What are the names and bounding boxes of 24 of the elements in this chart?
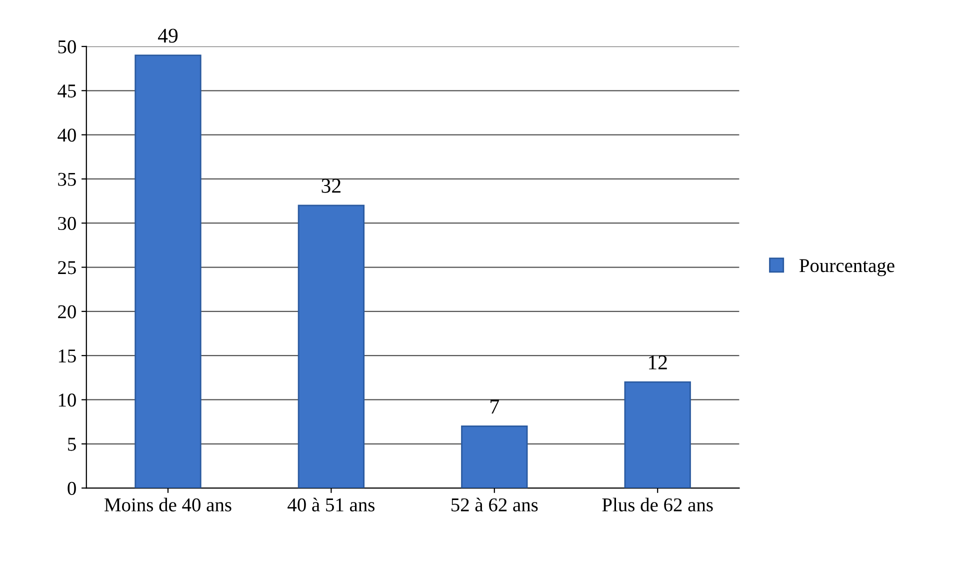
bar	[624, 381, 691, 488]
x-tick-label: Plus de 62 ans	[602, 498, 713, 512]
y-tick-label: 35	[58, 172, 76, 186]
y-tick-label: 45	[58, 84, 76, 98]
legend-label: Pourcentage	[799, 259, 894, 276]
data-label: 7	[490, 400, 500, 414]
y-tick-label: 20	[58, 305, 76, 318]
x-tick-label: Moins de 40 ans	[104, 498, 232, 512]
data-label: 32	[322, 178, 340, 193]
y-tick-label: 30	[58, 216, 76, 230]
y-tick-label: 0	[68, 482, 76, 495]
y-tick-label: 10	[58, 394, 76, 407]
data-label: 12	[649, 356, 667, 370]
bar	[134, 54, 202, 488]
y-tick-label: 5	[68, 438, 76, 451]
data-label: 49	[158, 28, 178, 43]
y-tick-label: 40	[58, 128, 76, 142]
bar	[461, 426, 528, 488]
y-tick-label: 50	[58, 40, 76, 54]
bar	[298, 204, 365, 488]
x-tick-label: 40 à 51 ans	[288, 498, 375, 512]
y-tick-label: 25	[58, 261, 76, 274]
x-tick-label: 52 à 62 ans	[452, 498, 538, 512]
y-tick-label: 15	[58, 349, 76, 363]
